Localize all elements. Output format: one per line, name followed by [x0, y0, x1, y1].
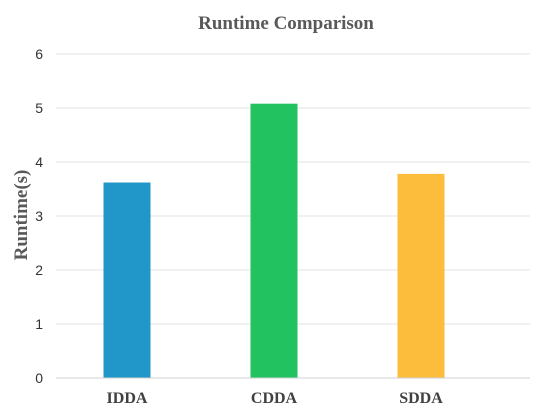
bar-idda: [103, 182, 151, 378]
x-tick-label: SDDA: [399, 390, 443, 407]
x-tick-label: IDDA: [107, 390, 148, 407]
y-tick-label: 0: [35, 370, 43, 386]
chart-title: Runtime Comparison: [198, 13, 374, 34]
y-tick-label: 6: [35, 46, 43, 62]
bars: [103, 103, 445, 379]
bar-cdda: [250, 103, 298, 379]
y-axis-ticks: 0 1 2 3 4 5 6: [35, 46, 43, 386]
bar-sdda: [397, 173, 445, 378]
y-tick-label: 2: [35, 262, 43, 278]
y-tick-label: 1: [35, 316, 43, 332]
x-axis-ticks: IDDA CDDA SDDA: [107, 390, 444, 407]
y-axis-label: Runtime(s): [11, 170, 32, 261]
y-tick-label: 5: [35, 100, 43, 116]
y-tick-label: 3: [35, 208, 43, 224]
y-tick-label: 4: [35, 154, 43, 170]
x-tick-label: CDDA: [251, 390, 298, 407]
